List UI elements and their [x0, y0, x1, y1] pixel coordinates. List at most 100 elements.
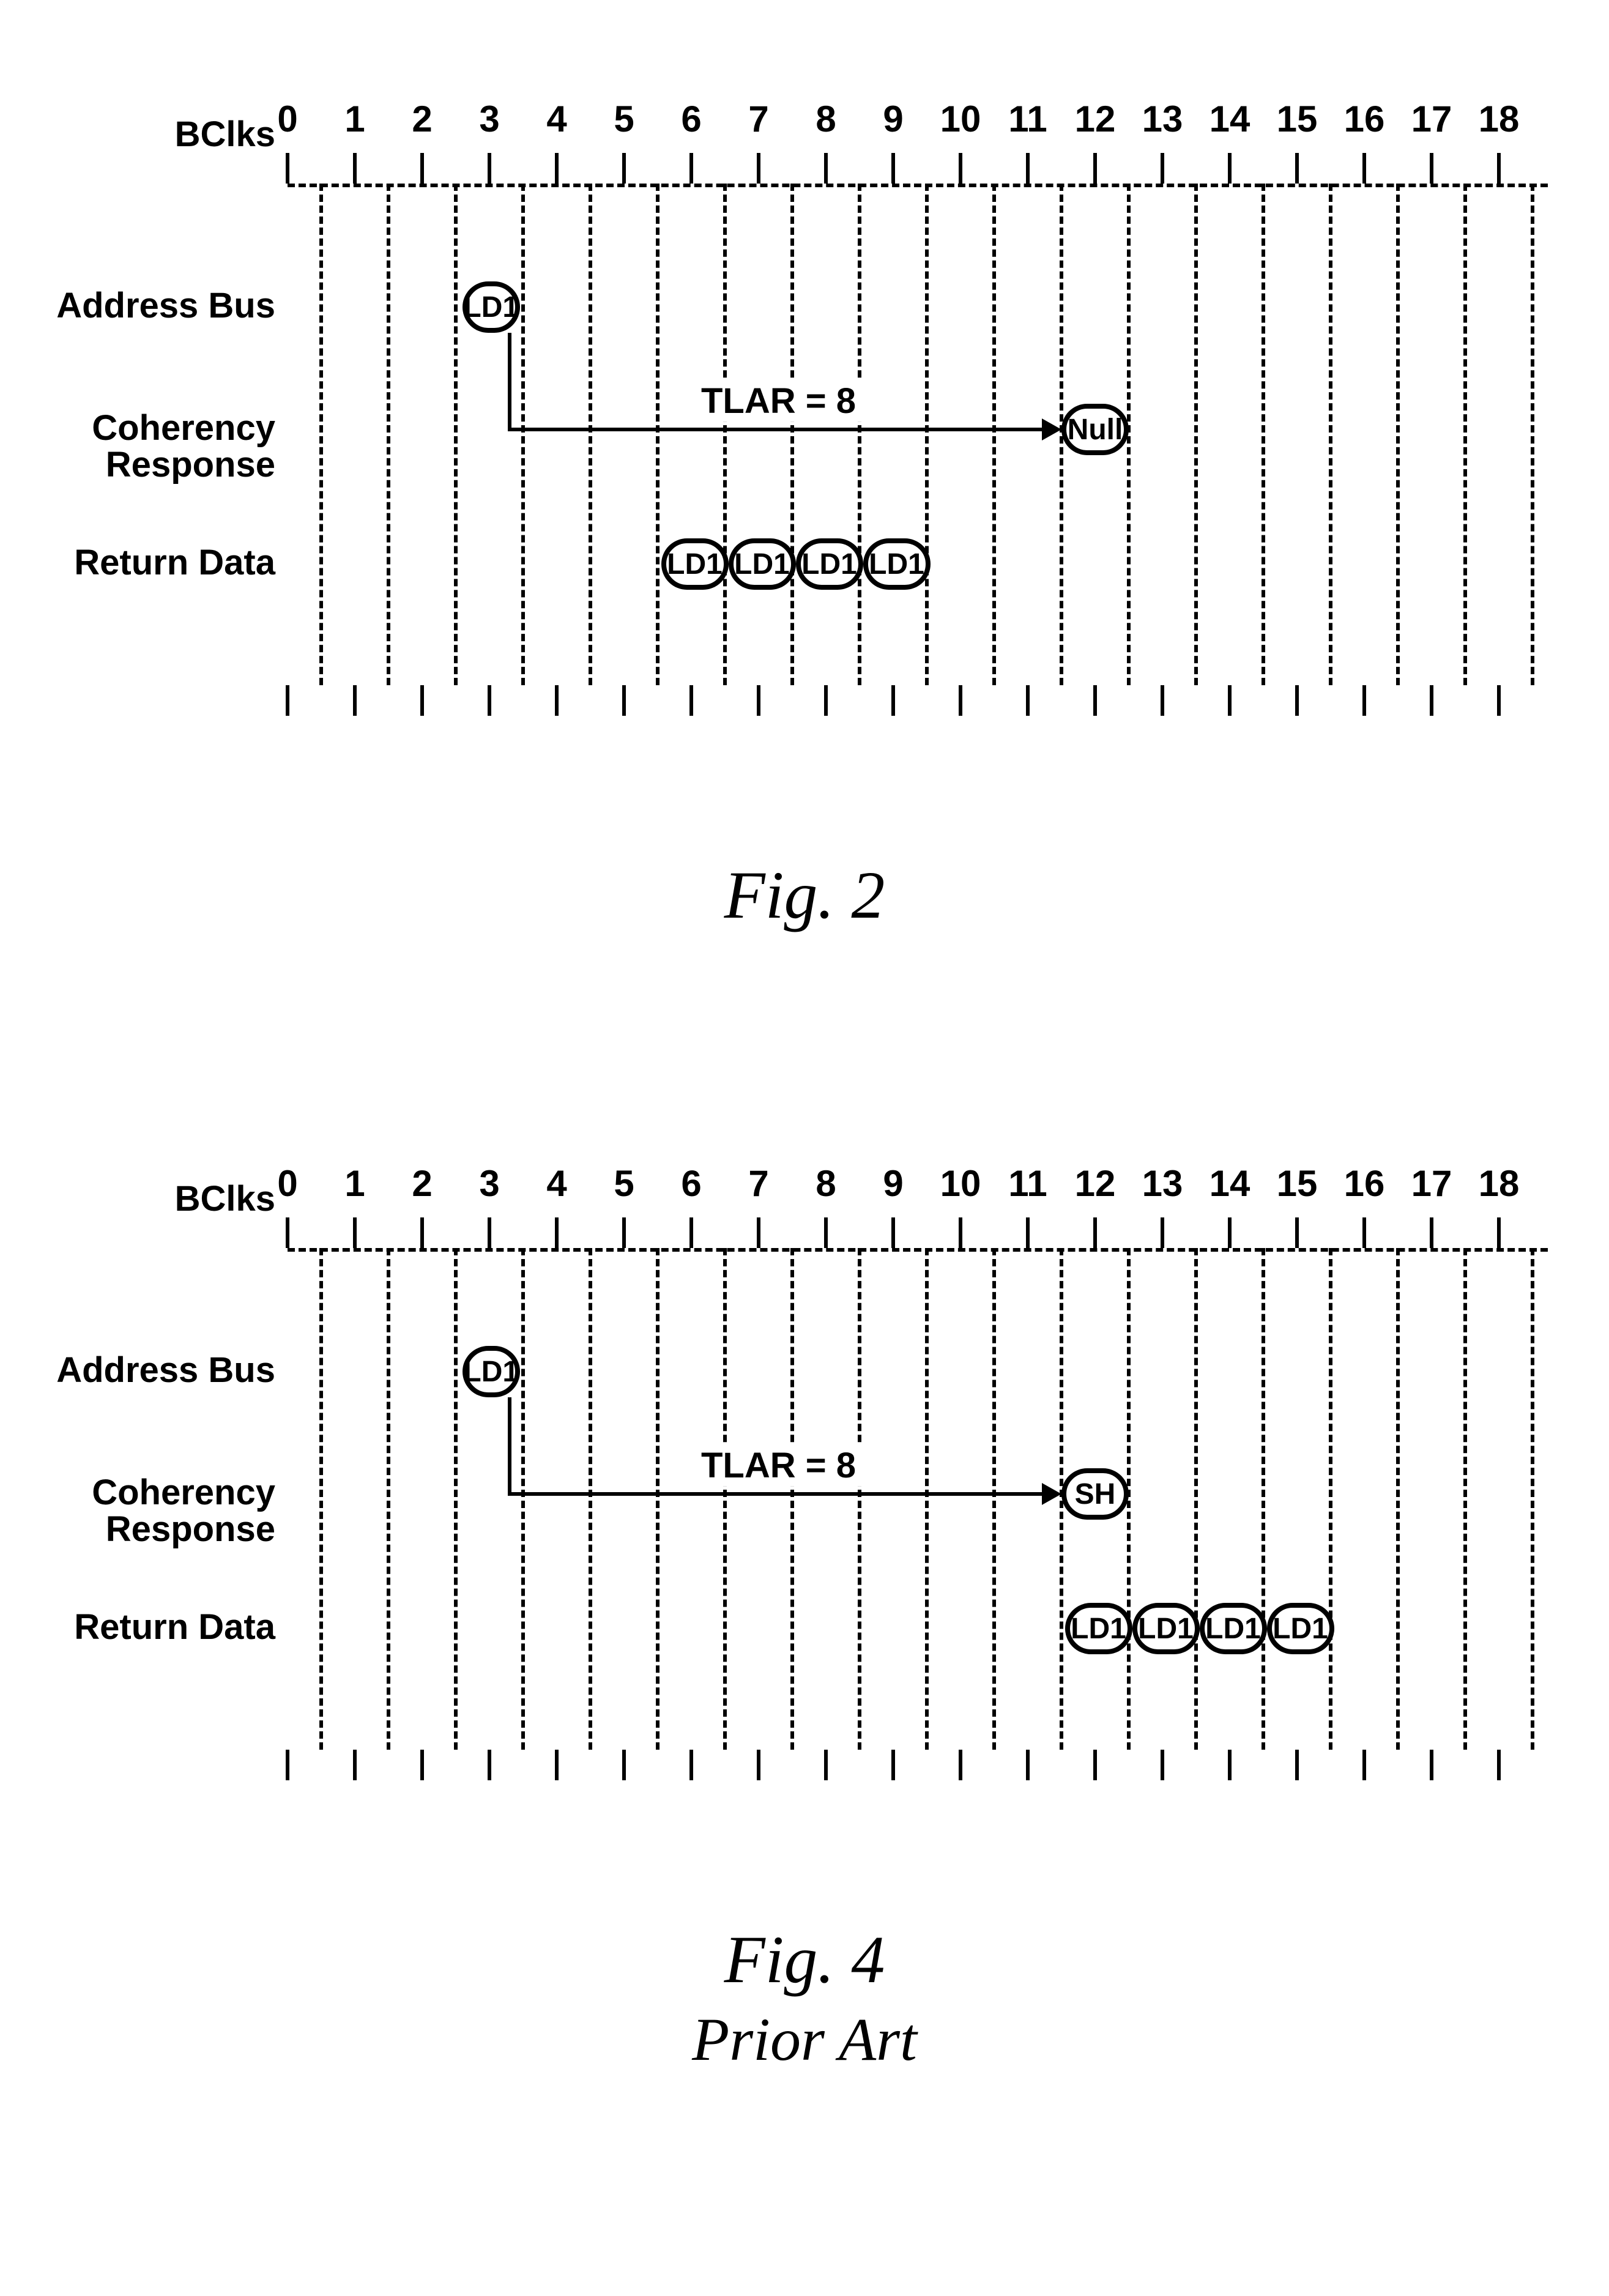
tick-mark — [1295, 685, 1299, 716]
tick-number: 16 — [1344, 1162, 1385, 1205]
tick-number: 13 — [1142, 1162, 1183, 1205]
tick-mark — [1093, 685, 1097, 716]
tick-number: 17 — [1411, 98, 1452, 140]
tick-mark — [824, 685, 828, 716]
grid-dashed-line — [1463, 1248, 1467, 1750]
tick-mark — [689, 1750, 693, 1780]
tick-number: 9 — [883, 98, 903, 140]
tick-numbers: 0123456789101112131415161718 — [288, 98, 1572, 153]
tick-mark — [622, 1750, 626, 1780]
grid-dashed-line — [992, 184, 996, 685]
tick-number: 2 — [412, 98, 432, 140]
tick-number: 17 — [1411, 1162, 1452, 1205]
grid-dashed-line — [925, 184, 929, 685]
tlar-label: TLAR = 8 — [694, 381, 863, 422]
tick-number: 2 — [412, 1162, 432, 1205]
tick-number: 4 — [546, 98, 567, 140]
tick-mark — [689, 1217, 693, 1248]
grid-dashed-line — [1194, 1248, 1198, 1750]
tick-mark — [420, 1750, 424, 1780]
return-data-capsule: LD1 — [1065, 1603, 1132, 1654]
grid-dashed-line — [1262, 1248, 1265, 1750]
return-data-capsule: LD1 — [863, 538, 931, 590]
grid-dashed-line — [521, 184, 525, 685]
tick-mark — [1362, 1750, 1366, 1780]
tick-mark — [757, 685, 760, 716]
tick-mark — [824, 153, 828, 184]
tick-number: 8 — [816, 1162, 836, 1205]
tick-mark — [1161, 1750, 1164, 1780]
return-data-capsule: LD1 — [1200, 1603, 1267, 1654]
tick-mark — [824, 1750, 828, 1780]
grid-dashed-line — [589, 184, 592, 685]
timeline-fig2: 0123456789101112131415161718 TLAR = 8 LD… — [288, 98, 1572, 771]
grid-dashed-line — [1531, 184, 1534, 685]
return-data-capsule: LD1 — [796, 538, 863, 590]
grid-dashed-line — [319, 1248, 323, 1750]
return-data-capsule: LD1 — [1132, 1603, 1200, 1654]
tick-mark — [1093, 153, 1097, 184]
grid-dashed-line — [454, 1248, 458, 1750]
tick-mark — [959, 1217, 962, 1248]
tick-mark — [959, 1750, 962, 1780]
grid-dashed-line — [858, 1248, 861, 1750]
tick-number: 15 — [1277, 1162, 1318, 1205]
tick-mark — [420, 685, 424, 716]
tick-mark — [555, 685, 559, 716]
tick-mark — [1228, 685, 1232, 716]
label-address-bus: Address Bus — [56, 288, 275, 325]
tick-mark — [1161, 1217, 1164, 1248]
tick-mark — [1026, 1750, 1030, 1780]
tick-number: 13 — [1142, 98, 1183, 140]
tick-mark — [959, 685, 962, 716]
tick-mark — [1026, 153, 1030, 184]
tick-mark — [286, 1750, 289, 1780]
tick-number: 5 — [614, 98, 634, 140]
tlar-label: TLAR = 8 — [694, 1445, 863, 1486]
return-data-capsule: LD1 — [661, 538, 729, 590]
grid-dashed-line — [656, 1248, 660, 1750]
tick-marks-top — [288, 1217, 1572, 1248]
tick-mark — [353, 153, 357, 184]
tick-number: 0 — [277, 98, 297, 140]
tick-number: 3 — [479, 98, 499, 140]
label-coherency: Coherency — [92, 1474, 275, 1512]
tick-mark — [420, 1217, 424, 1248]
tick-mark — [1228, 1750, 1232, 1780]
tick-marks-top — [288, 153, 1572, 184]
grid-dashed-line — [521, 1248, 525, 1750]
tick-number: 10 — [940, 98, 981, 140]
tick-mark — [824, 1217, 828, 1248]
label-address-bus: Address Bus — [56, 1352, 275, 1389]
figure-2-diagram: BClks Address Bus Coherency Response Ret… — [24, 98, 1585, 771]
tick-marks-bottom — [288, 685, 1572, 716]
chart-area: BClks Address Bus Coherency Response Ret… — [24, 1162, 1585, 1835]
tick-number: 14 — [1210, 1162, 1250, 1205]
tick-mark — [1295, 1217, 1299, 1248]
grid-area — [288, 184, 1572, 685]
tick-mark — [1026, 685, 1030, 716]
tick-mark — [1026, 1217, 1030, 1248]
label-coherency: Coherency — [92, 410, 275, 447]
tick-mark — [1161, 153, 1164, 184]
tick-number: 12 — [1075, 1162, 1116, 1205]
tick-mark — [1497, 153, 1501, 184]
tick-mark — [286, 685, 289, 716]
return-data-capsule: LD1 — [1267, 1603, 1334, 1654]
tick-number: 11 — [1008, 1162, 1047, 1205]
tick-mark — [488, 153, 491, 184]
tick-mark — [286, 153, 289, 184]
tick-number: 7 — [748, 1162, 768, 1205]
grid-dashed-line — [992, 1248, 996, 1750]
label-return-data: Return Data — [74, 544, 275, 582]
tick-number: 10 — [940, 1162, 981, 1205]
label-response: Response — [106, 1511, 275, 1548]
grid-dashed-line — [1531, 1248, 1534, 1750]
tick-mark — [555, 153, 559, 184]
chart-area: BClks Address Bus Coherency Response Ret… — [24, 98, 1585, 771]
tick-mark — [555, 1217, 559, 1248]
tick-number: 14 — [1210, 98, 1250, 140]
tick-number: 15 — [1277, 98, 1318, 140]
label-response: Response — [106, 447, 275, 484]
tick-number: 18 — [1479, 1162, 1520, 1205]
